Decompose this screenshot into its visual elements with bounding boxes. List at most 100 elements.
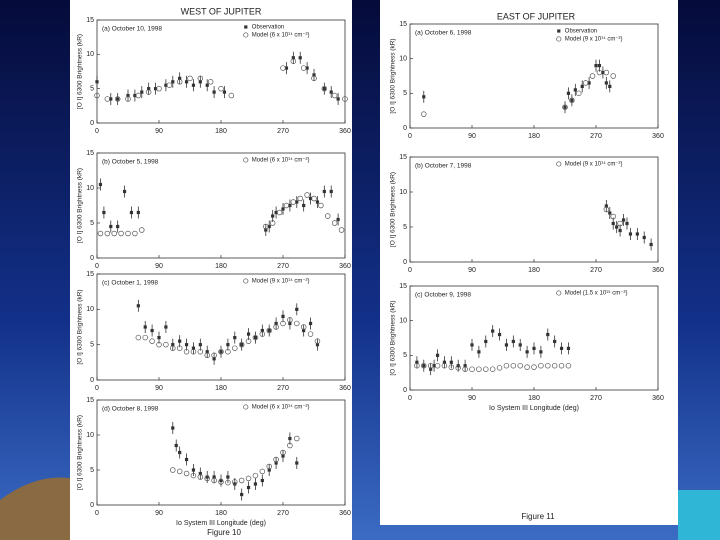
observation-point [608,211,612,215]
model-point [538,362,544,369]
legend-marker [244,25,248,29]
observation-point [298,56,302,60]
observation-point [497,332,502,337]
model-point [596,69,603,76]
observation-point [116,224,120,229]
model-point [290,58,297,64]
model-point [269,220,276,226]
observation-point [205,83,209,87]
legend-label: Model (1.5 x 10¹⁵ cm⁻²) [565,290,628,297]
model-point [331,220,338,226]
model-point [287,317,293,323]
y-axis-label: [O I] 6300 Brightness (kR) [77,415,84,490]
observation-point [553,339,557,344]
observation-point [281,207,285,211]
observation-point [315,200,320,204]
model-point [531,364,537,370]
y-axis-label: [O I] 6300 Brightness (kR) [390,300,397,375]
legend-label: Model (6 x 10¹⁴ cm⁻²) [252,32,310,39]
model-point [427,362,434,369]
observation-point [432,364,436,368]
model-point [314,338,321,344]
observation-point [618,228,622,233]
model-point [232,479,238,485]
model-point [190,348,197,355]
model-point [166,82,173,88]
observation-point [129,210,134,215]
observation-point [642,235,646,240]
model-point [569,97,575,104]
model-point [266,327,272,334]
x-tick-label: 180 [528,267,540,274]
observation-point [518,343,522,347]
model-point [469,366,475,372]
observation-point [470,343,474,347]
observation-point [429,367,433,371]
x-tick-label: 360 [339,128,351,135]
observation-point [580,84,584,88]
observation-point [295,200,299,204]
model-point [510,362,517,369]
observation-point [191,83,196,87]
observation-point [422,95,426,99]
model-point [617,220,623,227]
y-tick-label: 5 [90,467,94,474]
legend-label: Observation [565,29,597,35]
model-point [280,65,286,71]
model-point [300,324,307,330]
model-point [142,334,148,341]
observation-point [284,66,289,70]
y-tick-label: 15 [86,150,94,157]
model-point [145,89,152,95]
legend-marker [243,157,249,163]
model-point [283,202,290,209]
x-tick-label: 90 [155,510,163,517]
panel-title: (a) October 6, 1998 [415,30,472,37]
figure-title: WEST OF JUPITER [181,6,262,16]
y-axis-label: [O I] 6300 Brightness (kR) [390,38,397,113]
model-point [610,213,616,220]
observation-point [288,321,292,326]
observation-point [246,485,251,490]
y-tick-label: 5 [403,224,407,231]
model-point [135,92,142,99]
observation-point [621,218,626,222]
model-point [304,192,310,198]
legend-label: Model (9 x 10¹⁴ cm⁻²) [565,36,623,43]
observation-point [205,475,209,479]
x-tick-label: 270 [277,385,289,392]
y-tick-label: 15 [86,397,94,404]
observation-point [295,461,299,465]
observation-point [222,90,227,94]
model-point [170,345,176,351]
observation-point [288,203,292,208]
observation-point [302,328,306,333]
legend-label: Model (9 x 10¹⁴ cm⁻²) [252,278,310,285]
model-point [503,362,510,369]
model-point [204,475,210,482]
model-point [338,227,345,233]
x-tick-label: 90 [468,133,476,140]
observation-point [322,189,326,194]
y-axis-label: [O I] 6300 Brightness (kR) [77,289,84,364]
legend-label: Model (6 x 10¹⁴ cm⁻²) [252,157,310,164]
y-axis-label: [O I] 6300 Brightness (kR) [390,172,397,247]
x-tick-label: 360 [339,510,351,517]
model-point [331,92,338,99]
model-point [551,362,558,369]
legend-label: Model (9 x 10¹⁴ cm⁻²) [565,161,623,168]
model-point [114,96,121,102]
y-tick-label: 15 [86,17,94,24]
chart-panel: 0 90 180 270 360 0 5 10 15 [O I] 6300 Brightness … [77,271,351,392]
observation-point [288,436,292,441]
observation-point [566,91,571,95]
model-point [273,456,279,463]
model-point [204,352,210,359]
model-point [218,85,224,92]
legend-label: Observation [252,25,284,31]
model-point [225,479,231,486]
model-point [190,472,197,479]
panel-title: (d) October 8, 1998 [102,406,159,413]
x-tick-label: 270 [590,267,602,274]
model-point [132,230,138,237]
